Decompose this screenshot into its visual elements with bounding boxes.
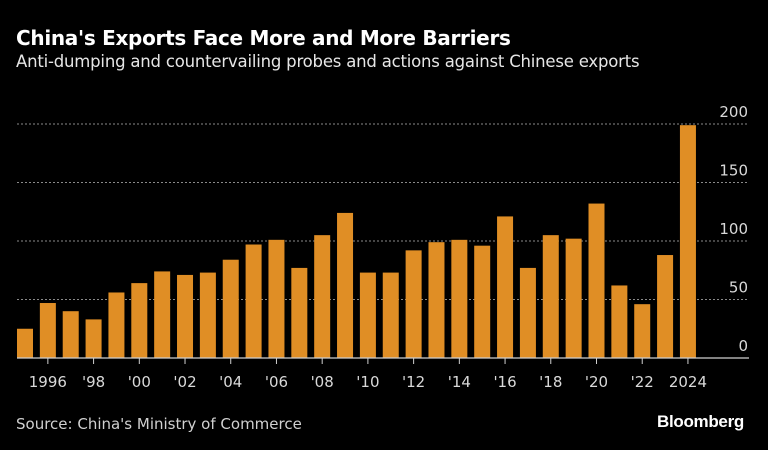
bar-2016	[497, 216, 514, 358]
bar-2001	[154, 271, 171, 358]
y-tick-label: 200	[719, 103, 748, 121]
bar-2005	[245, 244, 262, 358]
chart-subtitle: Anti-dumping and countervailing probes a…	[16, 52, 640, 71]
x-tick-label: '10	[356, 373, 379, 391]
y-tick-label: 50	[729, 279, 748, 297]
bar-1995	[17, 328, 33, 358]
bar-2024	[679, 125, 696, 358]
x-tick-label: '14	[448, 373, 471, 391]
bar-2003	[199, 272, 216, 358]
x-tick-label: '12	[402, 373, 425, 391]
bar-2007	[291, 267, 308, 358]
bar-2022	[634, 304, 651, 358]
x-tick-label: '04	[219, 373, 242, 391]
bar-2012	[405, 250, 422, 358]
bar-1998	[85, 319, 102, 358]
x-tick-label: 1996	[29, 373, 67, 391]
y-tick-label: 150	[719, 162, 748, 180]
y-tick-label: 0	[738, 337, 748, 355]
bar-2000	[131, 283, 148, 358]
x-tick-label: '16	[493, 373, 516, 391]
bar-1999	[108, 292, 125, 358]
chart-title: China's Exports Face More and More Barri…	[16, 26, 511, 50]
bar-2018	[542, 235, 559, 358]
bar-2008	[314, 235, 331, 358]
x-tick-label: 2024	[669, 373, 707, 391]
bloomberg-logo: Bloomberg	[656, 412, 744, 431]
x-tick-label: '08	[311, 373, 334, 391]
x-tick-label: '22	[631, 373, 654, 391]
x-tick-label: '02	[173, 373, 196, 391]
bar-2014	[451, 239, 468, 358]
x-tick-label: '18	[539, 373, 562, 391]
x-tick-label: '06	[265, 373, 288, 391]
x-tick-label: '20	[585, 373, 608, 391]
bar-2011	[382, 272, 399, 358]
bar-2009	[337, 212, 354, 358]
y-tick-label: 100	[719, 220, 748, 238]
bar-2013	[428, 242, 445, 358]
bar-2019	[565, 238, 582, 358]
bar-2004	[222, 259, 239, 358]
x-tick-label: '98	[82, 373, 105, 391]
bar-2021	[611, 285, 628, 358]
bar-2023	[657, 255, 674, 358]
bar-2020	[588, 203, 605, 358]
bar-1997	[62, 311, 79, 358]
bar-2006	[268, 239, 285, 358]
bar-2015	[474, 245, 491, 358]
bar-2010	[359, 272, 376, 358]
x-tick-label: '00	[128, 373, 151, 391]
bar-1996	[39, 303, 56, 358]
source-note: Source: China's Ministry of Commerce	[16, 415, 302, 433]
bar-2002	[177, 274, 194, 358]
bar-2017	[519, 267, 536, 358]
